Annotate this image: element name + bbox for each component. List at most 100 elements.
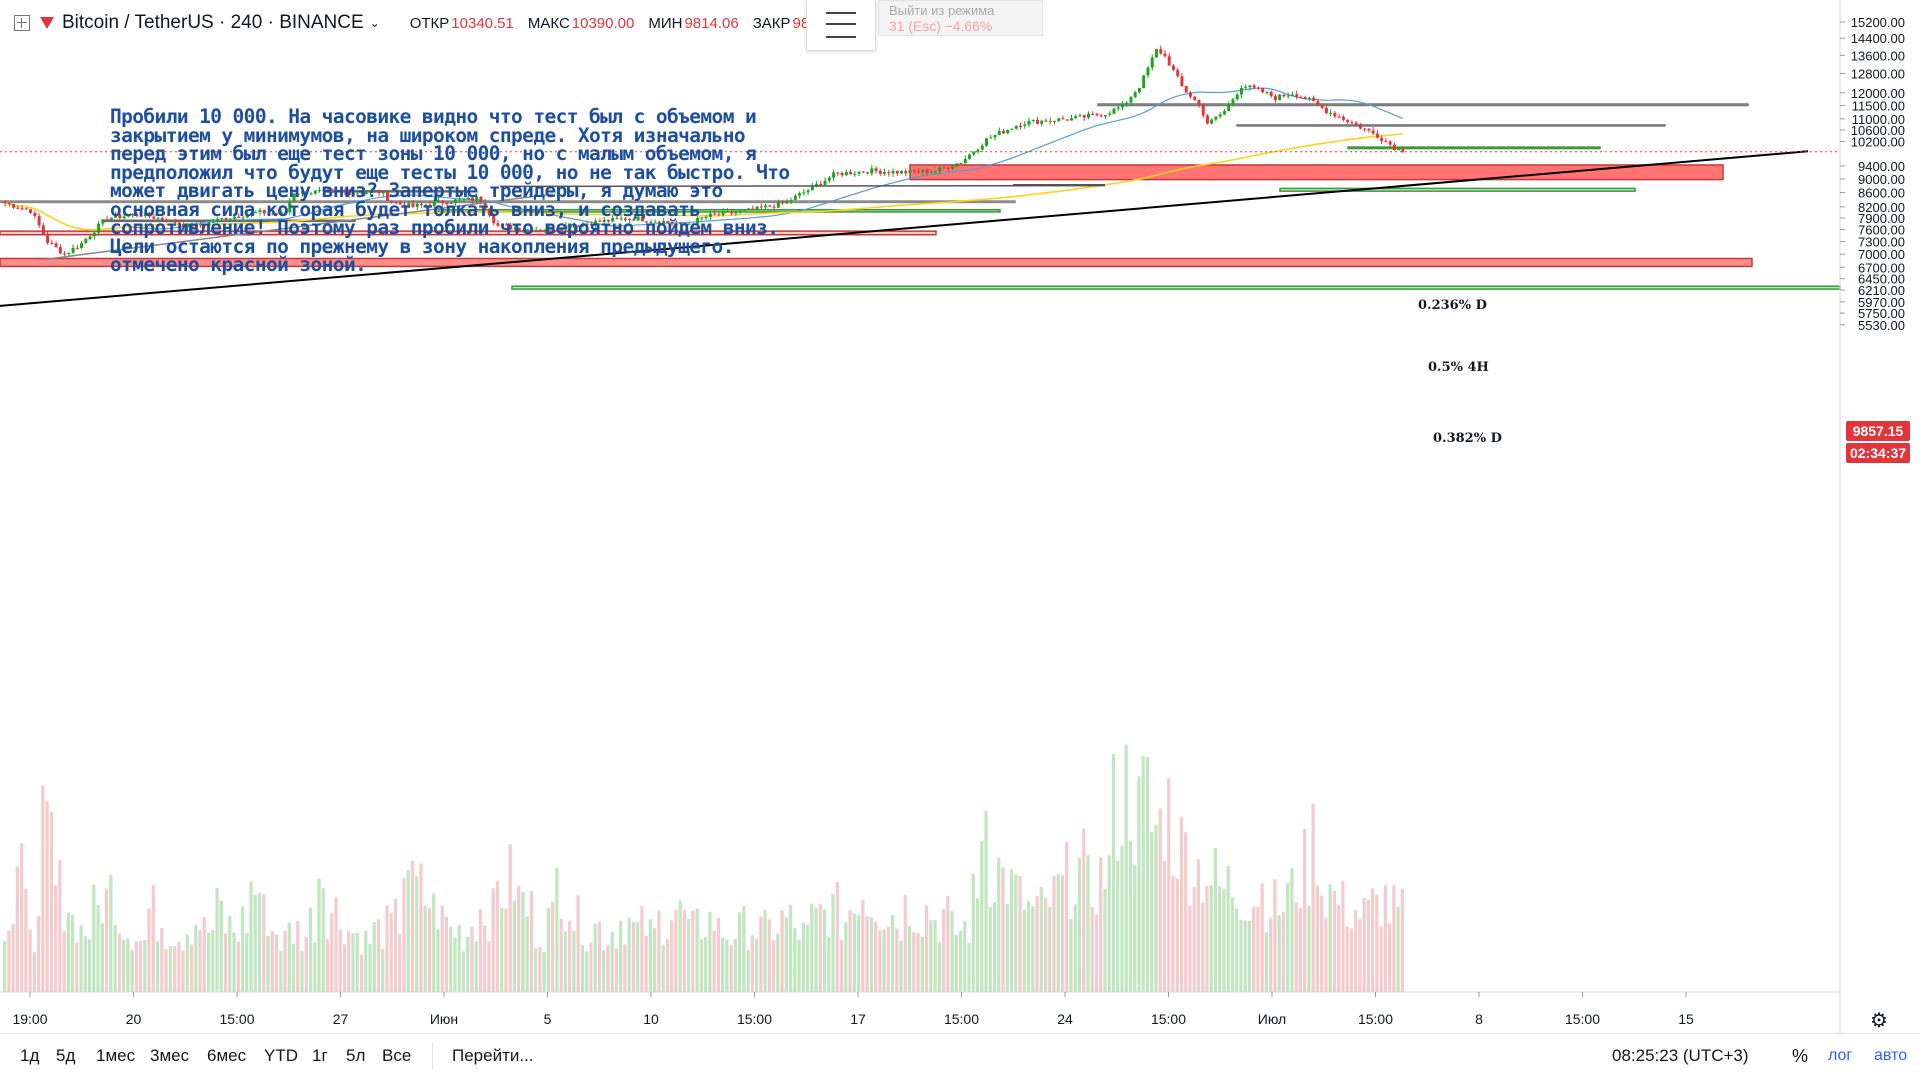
candle-body: [356, 193, 360, 195]
candle: [1384, 138, 1388, 143]
candle: [411, 200, 415, 209]
moving-averages: [5, 87, 1404, 231]
volume-bar: [287, 922, 291, 992]
candle: [186, 223, 190, 231]
candle: [628, 217, 632, 223]
fib-label-0382: 0.382% D: [1433, 431, 1502, 446]
candle: [1061, 115, 1065, 120]
candle: [470, 194, 474, 204]
volume-bar: [661, 945, 665, 992]
candle: [1125, 101, 1129, 107]
chevron-down-icon[interactable]: ⌄: [369, 16, 380, 30]
candle-body: [1235, 94, 1239, 100]
candle-body: [1273, 96, 1277, 100]
candle-body: [691, 223, 695, 225]
candle-body: [874, 168, 878, 171]
volume-bar: [771, 940, 776, 992]
candle-body: [1303, 97, 1307, 100]
candle: [857, 171, 861, 177]
candle-body: [267, 213, 271, 215]
volume-bar: [1396, 906, 1400, 992]
volume-bar: [521, 891, 525, 992]
candle-body: [262, 209, 266, 214]
log-toggle[interactable]: лог: [1828, 1047, 1853, 1064]
price-tick-label: 11000.00: [1852, 112, 1905, 127]
candle: [900, 170, 904, 174]
candle: [623, 216, 627, 222]
candle-body: [1384, 141, 1388, 143]
timeframe-ytd[interactable]: YTD: [264, 1046, 298, 1065]
volume-bar: [1196, 859, 1201, 992]
candle: [662, 217, 666, 225]
volume-bar: [733, 938, 737, 992]
candle-body: [517, 227, 521, 231]
candle: [1014, 125, 1018, 130]
timeframe-1y[interactable]: 1г: [312, 1046, 328, 1065]
volume-bar: [967, 943, 971, 992]
candle-body: [1074, 116, 1078, 119]
candle: [220, 217, 224, 222]
volume-bar: [325, 939, 330, 992]
timeframe-all[interactable]: Все: [382, 1046, 412, 1065]
candle-body: [1108, 113, 1112, 116]
goto-button[interactable]: Перейти...: [452, 1046, 534, 1065]
add-symbol-icon[interactable]: [14, 15, 30, 31]
candle-body: [37, 216, 41, 226]
volume-bar: [206, 932, 211, 992]
timeframe-6m[interactable]: 6мес: [207, 1046, 247, 1065]
timeframe-1d[interactable]: 1д: [20, 1046, 40, 1065]
candle-body: [258, 209, 262, 213]
volume-bar: [406, 870, 410, 992]
volume-bar: [1281, 912, 1286, 992]
candle-body: [1210, 119, 1214, 124]
candle: [632, 217, 636, 221]
candle-body: [768, 205, 772, 207]
volume-bar: [1188, 905, 1192, 992]
timeframe-3m[interactable]: 3мес: [150, 1046, 190, 1065]
auto-toggle[interactable]: авто: [1874, 1047, 1908, 1064]
price-tick-label: 6700.00: [1858, 260, 1905, 275]
volume-bar: [1247, 920, 1252, 992]
candle-body: [895, 171, 899, 174]
candle-body: [674, 223, 678, 225]
candle: [802, 188, 806, 196]
candle: [275, 212, 279, 215]
volume-bar: [109, 875, 113, 992]
fib-0236-zone: [1097, 103, 1749, 107]
volume-bar: [415, 876, 419, 992]
candle: [781, 200, 785, 205]
candle-body: [878, 170, 882, 174]
volume-bar: [1069, 918, 1073, 992]
volume-bar: [1141, 756, 1145, 992]
grey-zone-8340: [0, 200, 1016, 204]
annotation-text[interactable]: Пробили 10 000. На часовике видно что те…: [110, 105, 790, 276]
clock[interactable]: 08:25:23 (UTC+3): [1612, 1046, 1749, 1065]
symbol-title[interactable]: Bitcoin / TetherUS · 240 · BINANCE: [62, 12, 364, 33]
candle-body: [186, 224, 190, 228]
settings-gear-icon[interactable]: ⚙: [1870, 1010, 1888, 1032]
volume-bar: [559, 918, 563, 992]
candle: [1065, 119, 1069, 122]
candle-body: [700, 217, 704, 219]
exit-mode-button[interactable]: [806, 0, 876, 51]
candle-body: [572, 225, 576, 228]
candle-body: [1142, 75, 1146, 89]
timeframe-1m[interactable]: 1мес: [96, 1046, 136, 1065]
percent-toggle[interactable]: %: [1792, 1046, 1809, 1066]
candle-body: [97, 223, 101, 233]
timeframe-5d[interactable]: 5д: [56, 1046, 76, 1065]
candle: [1401, 146, 1405, 153]
candle: [1167, 52, 1171, 66]
candle-body: [993, 134, 997, 138]
candle-body: [1256, 87, 1260, 89]
timeframe-5y[interactable]: 5л: [346, 1046, 366, 1065]
volume-bar: [975, 898, 980, 992]
candle: [589, 221, 593, 227]
time-tick-label: 15:00: [1151, 1011, 1186, 1027]
candle-body: [742, 209, 746, 211]
candle-body: [453, 199, 457, 203]
volume-bar: [793, 928, 797, 992]
candle: [496, 220, 500, 228]
candle-body: [1350, 122, 1354, 124]
